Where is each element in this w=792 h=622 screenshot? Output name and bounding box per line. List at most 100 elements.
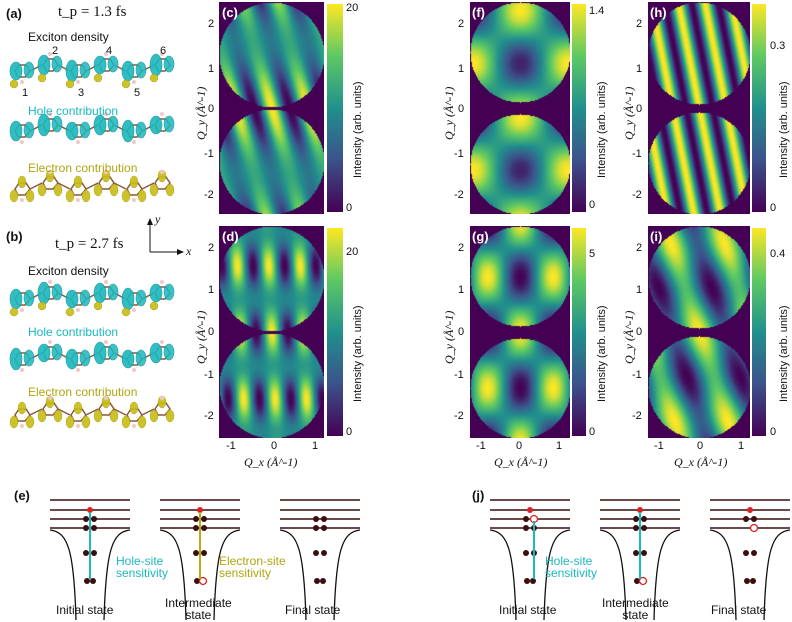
ytick-h-m1: -1 <box>632 148 642 160</box>
hydrogen <box>48 52 52 56</box>
site-number-5: 5 <box>134 87 141 99</box>
electron-dot <box>201 550 207 556</box>
hole-lobe <box>37 343 51 363</box>
panel-a-molecule-figure <box>9 52 175 203</box>
electron-lobe <box>17 401 27 415</box>
hole-lobe <box>65 289 79 309</box>
xy-axes-icon <box>147 218 184 255</box>
electron-dot <box>530 578 536 584</box>
electron-dot <box>751 516 757 522</box>
electron-lobe <box>109 183 119 197</box>
panel-g-canvas <box>470 226 570 438</box>
ylabel-f: Q_y (Å^-1) <box>442 86 456 140</box>
xlabel-i: Q_x (Å^-1) <box>674 455 728 469</box>
hole-lobe <box>9 288 23 310</box>
ytick-h-1: 1 <box>636 63 643 75</box>
hole-lobe <box>65 121 79 141</box>
site-number-3: 3 <box>78 87 85 99</box>
electron-lobe <box>93 301 103 311</box>
site-number-1: 1 <box>22 87 29 99</box>
electron-lobe <box>129 401 139 415</box>
hole-lobe <box>149 342 163 364</box>
electron-dot <box>641 516 647 522</box>
panel-b-pulse-duration: t_p = 2.7 fs <box>55 236 124 252</box>
ytick-h-m2: -2 <box>632 189 642 201</box>
molecule-b-hole <box>9 340 175 372</box>
electron-dot <box>91 550 97 556</box>
colorbar-d <box>327 228 343 436</box>
colorbar-g <box>572 228 586 436</box>
hole-lobe <box>107 283 119 301</box>
panel-j-initial-state: Initial state <box>499 603 557 617</box>
panel-j-final-well <box>709 499 791 621</box>
cbar-c-tick-0: 0 <box>346 202 353 214</box>
panel-e-hole-site-text: Hole-site sensitivity <box>116 554 169 580</box>
cbar-h-tick-max: 0.3 <box>770 40 786 52</box>
electron-lobe <box>149 301 159 311</box>
xtick-i-m1: -1 <box>654 440 664 452</box>
panel-c-label: (c) <box>222 5 238 20</box>
hole-lobe <box>121 349 135 369</box>
panel-f-label: (f) <box>472 5 485 20</box>
ytick-d-1: 1 <box>208 284 215 296</box>
electron-dot <box>320 578 326 584</box>
panel-f-canvas <box>470 2 570 214</box>
hydrogen <box>132 424 136 428</box>
cbar-f-tick-max: 1.4 <box>589 5 605 17</box>
ylabel-c: Q_y (Å^-1) <box>194 86 208 140</box>
xtick-i-0: 0 <box>697 440 704 452</box>
hole-lobe <box>149 53 163 77</box>
molecule-a-electron <box>9 169 175 203</box>
panel-b-electron-title: Electron contribution <box>28 385 138 399</box>
heatmap-panel-h <box>648 2 750 214</box>
electron-dot <box>751 550 757 556</box>
hole-lobe <box>23 121 35 139</box>
electron-dot <box>87 507 93 513</box>
electron-lobe <box>149 409 159 423</box>
panel-a-electron-title: Electron contribution <box>28 161 138 175</box>
electron-dot <box>527 507 533 513</box>
hydrogen <box>132 140 136 144</box>
electron-lobe <box>9 189 19 203</box>
electron-dot <box>641 550 647 556</box>
electron-dot <box>313 525 319 531</box>
electron-lobe <box>25 189 35 203</box>
xtick-g-1: 1 <box>556 440 563 452</box>
hole-lobe <box>149 283 163 303</box>
electron-dot <box>314 578 320 584</box>
hydrogen <box>132 80 136 84</box>
axes-icon-y: y <box>155 212 161 226</box>
electron-dot <box>321 525 327 531</box>
panel-e-final-well <box>279 499 361 621</box>
electron-dot <box>84 578 90 584</box>
electron-dot <box>83 516 89 522</box>
hole-lobe <box>51 55 63 73</box>
molecule-b-electron <box>9 395 175 429</box>
electron-lobe <box>53 409 63 423</box>
hole-lobe <box>79 61 91 79</box>
ytick-i-m1: -1 <box>632 369 642 381</box>
electron-lobe <box>81 415 91 429</box>
electron-lobe <box>37 183 47 197</box>
hole-lobe <box>9 61 23 81</box>
cbar-c-tick-max: 20 <box>346 2 359 14</box>
panel-j-label: (j) <box>472 488 485 503</box>
well-wall-left <box>279 529 307 621</box>
panel-j-final-state: Final state <box>711 603 767 617</box>
well-wall-right <box>333 529 361 621</box>
xtick-d-m1: -1 <box>226 440 236 452</box>
well-wall-left <box>159 529 187 621</box>
bond <box>29 182 43 190</box>
heatmap-panel-g <box>470 226 570 438</box>
xtick-i-1: 1 <box>738 440 745 452</box>
hole-lobe <box>51 115 63 133</box>
ytick-f-m1: -1 <box>454 148 464 160</box>
electron-dot <box>194 578 200 584</box>
hole-lobe <box>163 283 175 301</box>
cbar-h-label: Intensity (arb. units) <box>778 81 790 178</box>
ytick-c-2: 2 <box>208 18 215 30</box>
well-wall-right <box>543 529 571 621</box>
hole-lobe <box>107 55 119 73</box>
electron-lobe <box>165 183 175 197</box>
cbar-g-tick-max: 5 <box>589 248 596 260</box>
